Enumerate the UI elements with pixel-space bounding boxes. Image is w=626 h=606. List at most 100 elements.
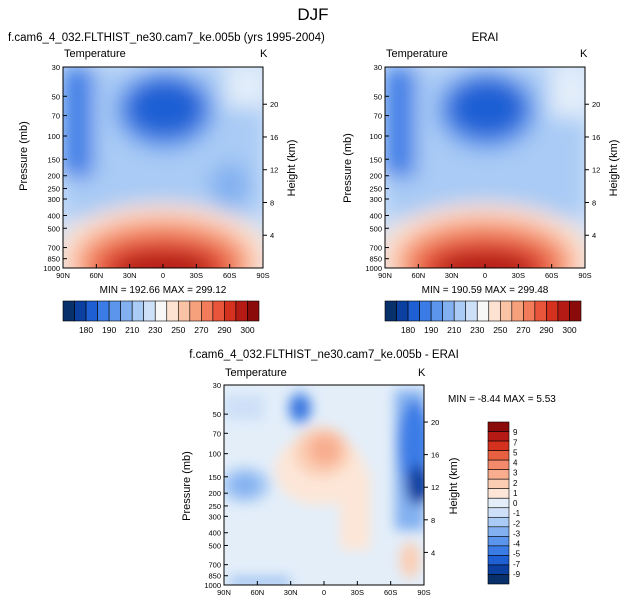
colorbar-label: 9: [513, 428, 518, 437]
height-tick-label: 12: [270, 166, 278, 175]
y-tick-label: 700: [369, 244, 382, 253]
y-tick-label: 300: [208, 512, 221, 521]
colorbar-swatch: [487, 516, 510, 528]
colorbar-swatch: [487, 450, 510, 461]
colorbar-label: 250: [493, 325, 507, 335]
panel-erai-field: [385, 67, 585, 268]
panel-model-units: K: [260, 48, 268, 60]
x-tick-label: 30S: [351, 588, 364, 597]
colorbar-swatch: [499, 300, 513, 322]
colorbar-swatch: [189, 300, 202, 322]
panel-erai-stats: MIN = 190.59 MAX = 299.48: [422, 285, 549, 296]
x-tick-label: 30N: [445, 271, 459, 280]
panel-model: f.cam6_4_032.FLTHIST_ne30.cam7_ke.005b (…: [8, 32, 325, 296]
panel-model-ylabel: Pressure (mb): [18, 121, 30, 191]
colorbar-swatch: [523, 300, 536, 322]
colorbar-swatch: [511, 300, 524, 322]
colorbar-swatch: [224, 300, 237, 322]
colorbar-label: 210: [125, 325, 139, 335]
colorbar-swatch: [97, 300, 110, 322]
panel-diff-title: f.cam6_4_032.FLTHIST_ne30.cam7_ke.005b -…: [189, 349, 459, 361]
y-tick-label: 850: [47, 255, 60, 264]
y-tick-label: 500: [369, 224, 382, 233]
colorbar-model: 180 190 210 230 250 270 290 300: [62, 300, 260, 335]
y-tick-label: 300: [369, 195, 382, 204]
colorbar-swatch: [487, 459, 510, 470]
y-tick-label: 250: [369, 185, 382, 194]
colorbar-swatch: [487, 440, 510, 451]
y-tick-label: 150: [208, 473, 221, 482]
x-tick-label: 60N: [250, 588, 264, 597]
y-tick-label: 70: [213, 429, 221, 438]
colorbar-swatch: [546, 300, 559, 322]
colorbar-label: -1: [513, 509, 521, 518]
y-tick-label: 50: [374, 92, 382, 101]
colorbar-swatch: [487, 555, 510, 566]
panel-model-stats: MIN = 192.66 MAX = 299.12: [100, 285, 227, 296]
x-tick-label: 30N: [284, 588, 298, 597]
y-tick-label: 1000: [365, 264, 382, 273]
x-tick-label: 90N: [217, 588, 231, 597]
colorbar-label: -9: [513, 570, 521, 579]
height-tick-label: 20: [431, 418, 439, 427]
x-tick-label: 90S: [256, 271, 269, 280]
y-tick-label: 100: [208, 450, 221, 459]
colorbar-swatch: [487, 469, 510, 480]
colorbar-label: 3: [513, 469, 518, 478]
y-tick-label: 300: [47, 195, 60, 204]
colorbar-swatch: [569, 300, 582, 322]
x-tick-label: 60N: [411, 271, 425, 280]
y-tick-label: 30: [52, 63, 60, 72]
colorbar-label: 190: [102, 325, 116, 335]
colorbar-swatch: [131, 300, 145, 322]
height-tick-label: 4: [431, 548, 435, 557]
colorbar-label: 300: [562, 325, 576, 335]
panel-erai-units: K: [580, 48, 588, 60]
colorbar-swatch: [487, 497, 510, 509]
height-tick-label: 16: [431, 451, 439, 460]
panel-model-title: f.cam6_4_032.FLTHIST_ne30.cam7_ke.005b (…: [8, 32, 325, 44]
y-tick-label: 200: [47, 172, 60, 181]
colorbar-swatch: [235, 300, 248, 322]
y-tick-label: 250: [208, 502, 221, 511]
panel-model-field: [63, 67, 263, 268]
height-tick-label: 16: [270, 133, 278, 142]
y-tick-label: 150: [369, 155, 382, 164]
colorbar-swatch: [108, 300, 121, 322]
panel-model-variable: Temperature: [64, 48, 126, 60]
y-tick-label: 400: [208, 529, 221, 538]
colorbar-swatch: [120, 300, 133, 322]
colorbar-erai: 180 190 210 230 250 270 290 300: [384, 300, 582, 335]
colorbar-swatch: [442, 300, 455, 322]
x-tick-label: 60S: [545, 271, 558, 280]
panel-diff-ylabel: Pressure (mb): [181, 451, 193, 521]
colorbar-swatch: [154, 300, 168, 322]
y-tick-label: 150: [47, 155, 60, 164]
colorbar-label: 180: [79, 325, 93, 335]
colorbar-label: 230: [470, 325, 484, 335]
panel-diff-ylabel-right: Height (km): [448, 458, 460, 515]
x-tick-label: 60N: [89, 271, 103, 280]
colorbar-swatch: [487, 536, 510, 547]
colorbar-swatch: [487, 421, 510, 432]
x-tick-label: 90N: [378, 271, 392, 280]
y-tick-label: 700: [47, 244, 60, 253]
panel-model-ylabel-right: Height (km): [286, 140, 298, 197]
colorbar-label: 4: [513, 459, 518, 468]
colorbar-label: -4: [513, 540, 521, 549]
panel-diff-field: [224, 385, 424, 585]
colorbar-swatch: [419, 300, 432, 322]
colorbar-label: 290: [539, 325, 553, 335]
y-tick-label: 50: [213, 410, 221, 419]
y-tick-label: 1000: [204, 581, 221, 590]
colorbar-swatch: [453, 300, 467, 322]
x-tick-label: 30N: [123, 271, 137, 280]
panel-erai-ylabel-right: Height (km): [608, 140, 620, 197]
y-tick-label: 1000: [43, 264, 60, 273]
x-tick-label: 60S: [384, 588, 397, 597]
y-tick-label: 200: [208, 489, 221, 498]
panel-diff-stats: MIN = -8.44 MAX = 5.53: [448, 394, 556, 405]
colorbar-swatch: [487, 488, 510, 499]
